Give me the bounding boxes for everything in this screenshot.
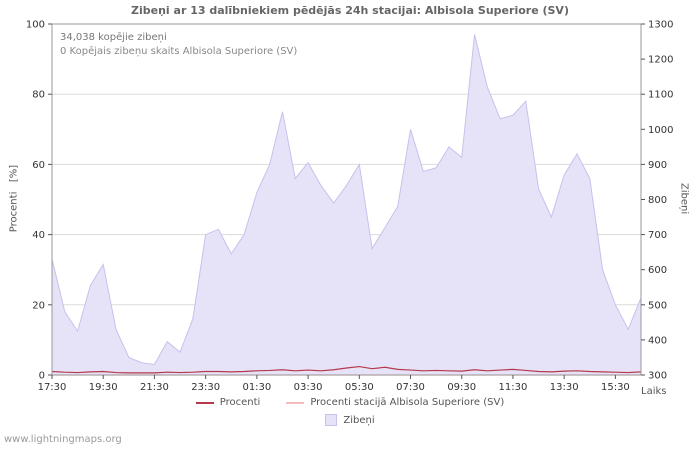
y-left-tick-label: 60 <box>32 160 45 171</box>
y-axis-label-left: Procenti [%] <box>8 164 20 233</box>
y-right-tick-label: 300 <box>648 371 667 382</box>
y-left-tick-label: 40 <box>32 230 45 241</box>
legend-procenti-label: Procenti <box>219 397 261 408</box>
y-right-tick-label: 800 <box>648 195 667 206</box>
x-tick-label: 17:30 <box>38 382 67 393</box>
legend-zibeni-label: Zibeņi <box>343 414 375 426</box>
x-tick-label: 03:30 <box>294 382 323 393</box>
y-right-tick-label: 1300 <box>648 20 673 31</box>
x-tick-label: 23:30 <box>191 382 220 393</box>
x-tick-label: 19:30 <box>89 382 118 393</box>
x-tick-label: 21:30 <box>140 382 169 393</box>
x-tick-label: 05:30 <box>345 382 374 393</box>
line-series-procenti <box>51 365 642 374</box>
y-right-tick-label: 500 <box>648 300 667 311</box>
legend-item-zibeni: Zibeņi <box>325 414 375 426</box>
area-series-zibeni <box>51 34 642 376</box>
y-left-tick-label: 0 <box>39 371 45 382</box>
y-right-tick-label: 600 <box>648 265 667 276</box>
legend-zibeni-swatch <box>325 414 338 426</box>
y-axis-label-right: Zibeņi <box>678 182 690 215</box>
x-tick-label: 09:30 <box>447 382 476 393</box>
y-right-tick-label: 700 <box>648 230 667 241</box>
y-right-tick-label: 900 <box>648 160 667 171</box>
y-left-tick-label: 80 <box>32 90 45 101</box>
annotation-total-strikes: 34,038 kopējie zibeņi <box>60 32 167 43</box>
legend-row-lines: Procenti Procenti stacijā Albisola Super… <box>0 397 700 408</box>
x-tick-label: 11:30 <box>499 382 528 393</box>
y-left-tick-label: 100 <box>26 20 45 31</box>
x-tick-label: 13:30 <box>550 382 579 393</box>
x-tick-label: 07:30 <box>396 382 425 393</box>
annotation-station-total: 0 Kopējais zibeņu skaits Albisola Superi… <box>60 46 298 57</box>
x-tick-label: 15:30 <box>601 382 630 393</box>
chart-title: Zibeņi ar 13 dalībniekiem pēdējās 24h st… <box>131 4 569 17</box>
y-right-tick-label: 1000 <box>648 125 673 136</box>
legend-row-area: Zibeņi <box>0 414 700 426</box>
legend-procenti-swatch <box>195 401 214 404</box>
watermark: www.lightningmaps.org <box>4 434 122 445</box>
legend-station-swatch <box>286 401 305 404</box>
legend-item-procenti-station: Procenti stacijā Albisola Superiore (SV) <box>286 397 504 408</box>
y-left-tick-label: 20 <box>32 300 45 311</box>
legend-item-procenti: Procenti <box>195 397 261 408</box>
x-tick-label: 01:30 <box>242 382 271 393</box>
legend-station-label: Procenti stacijā Albisola Superiore (SV) <box>310 397 505 408</box>
x-axis-label: Laiks <box>641 386 667 397</box>
y-right-tick-label: 1100 <box>648 90 673 101</box>
y-right-tick-label: 1200 <box>648 55 673 66</box>
y-right-tick-label: 400 <box>648 335 667 346</box>
